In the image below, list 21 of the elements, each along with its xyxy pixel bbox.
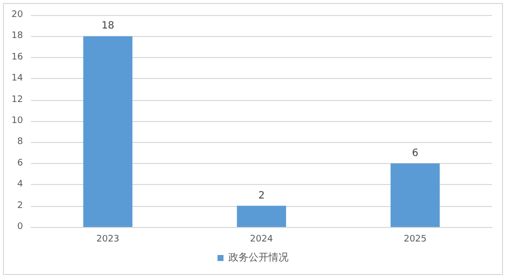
y-tick-label: 2: [17, 200, 23, 211]
data-label: 2: [258, 190, 265, 202]
y-tick-label: 0: [17, 222, 24, 232]
y-tick-label: 20: [12, 10, 24, 20]
x-tick-label: 2025: [404, 234, 427, 244]
y-tick-label: 8: [17, 137, 24, 148]
bar: [390, 163, 440, 227]
bar: [236, 206, 286, 227]
y-tick-label: 16: [12, 52, 24, 62]
y-tick-label: 18: [12, 31, 24, 42]
data-label: 18: [101, 20, 114, 32]
y-tick-label: 10: [12, 116, 24, 126]
y-tick-label: 14: [12, 74, 24, 84]
bar: [83, 36, 132, 227]
y-tick-label: 4: [17, 180, 24, 190]
y-tick-label: 6: [17, 158, 24, 168]
y-tick-label: 12: [12, 94, 23, 105]
x-tick-label: 2023: [96, 234, 120, 244]
x-tick-label: 2024: [250, 234, 274, 244]
legend-label: 政务公开情况: [228, 252, 288, 264]
data-label: 6: [412, 148, 418, 159]
